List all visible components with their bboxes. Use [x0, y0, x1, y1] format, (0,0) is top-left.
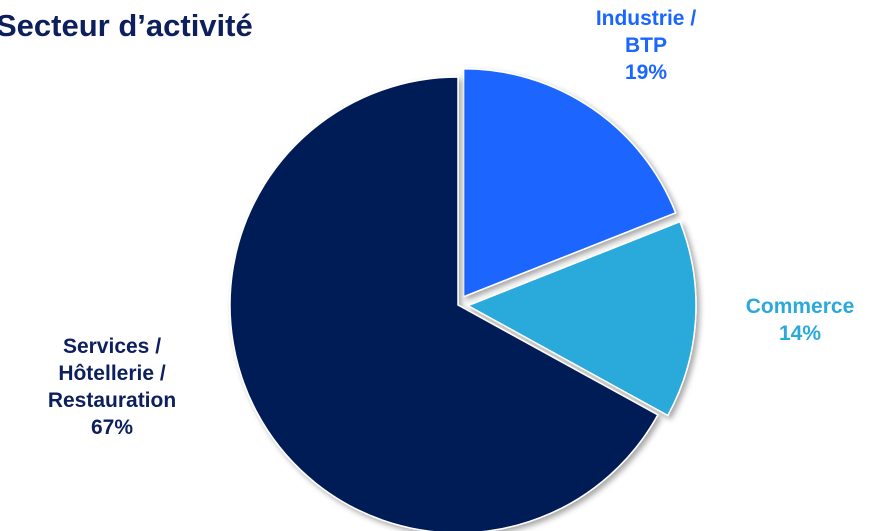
slice-label-2: Services / Hôtellerie / Restauration 67% — [48, 335, 176, 439]
slice-label-0: Industrie / BTP 19% — [596, 7, 697, 84]
slice-percent-label: 19% — [625, 61, 667, 84]
slice-name-label: Industrie / — [596, 7, 697, 30]
slice-name-label: Restauration — [48, 389, 176, 412]
slice-name-label: Hôtellerie / — [58, 362, 166, 385]
slice-label-1: Commerce 14% — [746, 295, 855, 345]
slice-name-label: Commerce — [746, 295, 855, 318]
pie-slice-2 — [229, 76, 659, 531]
slice-name-label: Services / — [63, 335, 161, 358]
slice-name-label: BTP — [625, 34, 667, 57]
pie-slice-0 — [462, 67, 677, 298]
chart-title: Secteur d’activité — [0, 8, 253, 43]
slice-percent-label: 67% — [91, 416, 133, 439]
pie-slice-1 — [466, 220, 697, 417]
slice-percent-label: 14% — [779, 322, 821, 345]
